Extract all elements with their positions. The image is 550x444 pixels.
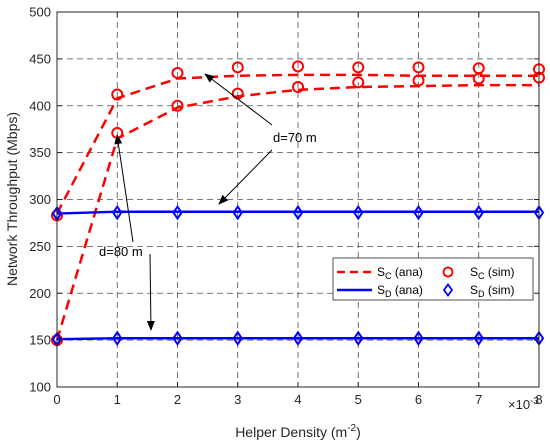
legend-label-sd-ana: SD (ana)	[377, 283, 423, 299]
arrow-d70-to-sc	[204, 73, 273, 126]
marker-sd-d80	[413, 330, 424, 347]
y-tick-label: 150	[29, 333, 51, 348]
legend-label-sc-sim: SC (sim)	[470, 265, 515, 281]
marker-sd-d80	[112, 330, 123, 347]
annotations: d=70 m d=80 m	[99, 73, 317, 331]
y-tick-label: 350	[29, 145, 51, 160]
annotation-d70: d=70 m	[273, 130, 317, 145]
legend-label-sc-ana: SC (ana)	[377, 265, 423, 281]
y-tick-label: 500	[29, 5, 51, 20]
arrow-d70-to-sd	[218, 149, 273, 205]
arrow-d80-to-sd	[146, 253, 155, 331]
marker-sd-d70	[112, 204, 123, 221]
x-multiplier: ×10-3	[508, 396, 539, 412]
marker-sd-d80	[473, 330, 484, 347]
marker-sc-d70	[412, 61, 425, 74]
marker-sc-d80	[352, 76, 365, 89]
y-tick-label: 100	[29, 380, 51, 395]
marker-sd-d70	[353, 204, 364, 221]
marker-sc-d80	[292, 81, 304, 93]
marker-sc-d80	[171, 99, 184, 112]
marker-sc-d80	[412, 74, 425, 87]
x-tick-label: 8	[535, 392, 542, 407]
y-tick-label: 200	[29, 286, 51, 301]
marker-sc-d70	[352, 61, 365, 74]
marker-sd-d80	[232, 330, 243, 347]
marker-sc-d70	[292, 60, 304, 73]
x-tick-label: 2	[174, 392, 181, 407]
series-line-sc-d80	[55, 83, 539, 341]
marker-sc-d80	[472, 72, 485, 85]
legend-box	[332, 257, 534, 301]
series-line-sd-d70	[56, 210, 539, 215]
x-tick-label: 6	[415, 392, 422, 407]
y-tick-label: 250	[29, 239, 51, 254]
x-tick-label: 3	[234, 392, 241, 407]
marker-sd-d70	[473, 204, 484, 221]
ticks: 0 1 2 3 4 5 6 7 8 100 150 200 250 300 350 400 450 500	[29, 5, 542, 408]
marker-sc-d70	[171, 66, 184, 79]
y-axis-label: Network Throughput (Mbps)	[4, 112, 20, 286]
series-line-sc-d70	[55, 73, 539, 215]
marker-sd-d70	[172, 204, 183, 221]
marker-sc-d70	[111, 88, 124, 101]
marker-sc-d70	[231, 61, 244, 74]
marker-sd-d70	[232, 204, 243, 221]
x-axis-label: Helper Density (m-2)	[235, 423, 361, 440]
x-tick-label: 4	[294, 392, 301, 407]
legend-sample-sc-sim	[442, 266, 454, 278]
legend-sample-sd-sim	[442, 282, 454, 298]
y-tick-label: 400	[29, 98, 51, 113]
marker-sd-d80	[172, 330, 183, 347]
x-tick-label: 5	[355, 392, 362, 407]
x-tick-label: 1	[114, 392, 121, 407]
y-tick-label: 450	[29, 51, 51, 66]
y-tick-label: 300	[29, 192, 51, 207]
x-tick-label: 0	[53, 392, 60, 407]
series-lines	[55, 73, 539, 341]
arrow-d80-to-sc	[114, 134, 134, 243]
legend-label-sd-sim: SD (sim)	[470, 283, 515, 299]
annotation-d80: d=80 m	[99, 244, 143, 259]
grid	[57, 12, 539, 387]
marker-sd-d70	[413, 204, 424, 221]
series-line-sd-d80	[56, 337, 539, 341]
legend: SC (ana) SC (sim) SD (ana) SD (sim)	[332, 257, 534, 301]
marker-sd-d70	[292, 204, 304, 221]
marker-sd-d80	[292, 330, 304, 347]
marker-sd-d80	[353, 330, 364, 347]
x-tick-label: 7	[475, 392, 482, 407]
